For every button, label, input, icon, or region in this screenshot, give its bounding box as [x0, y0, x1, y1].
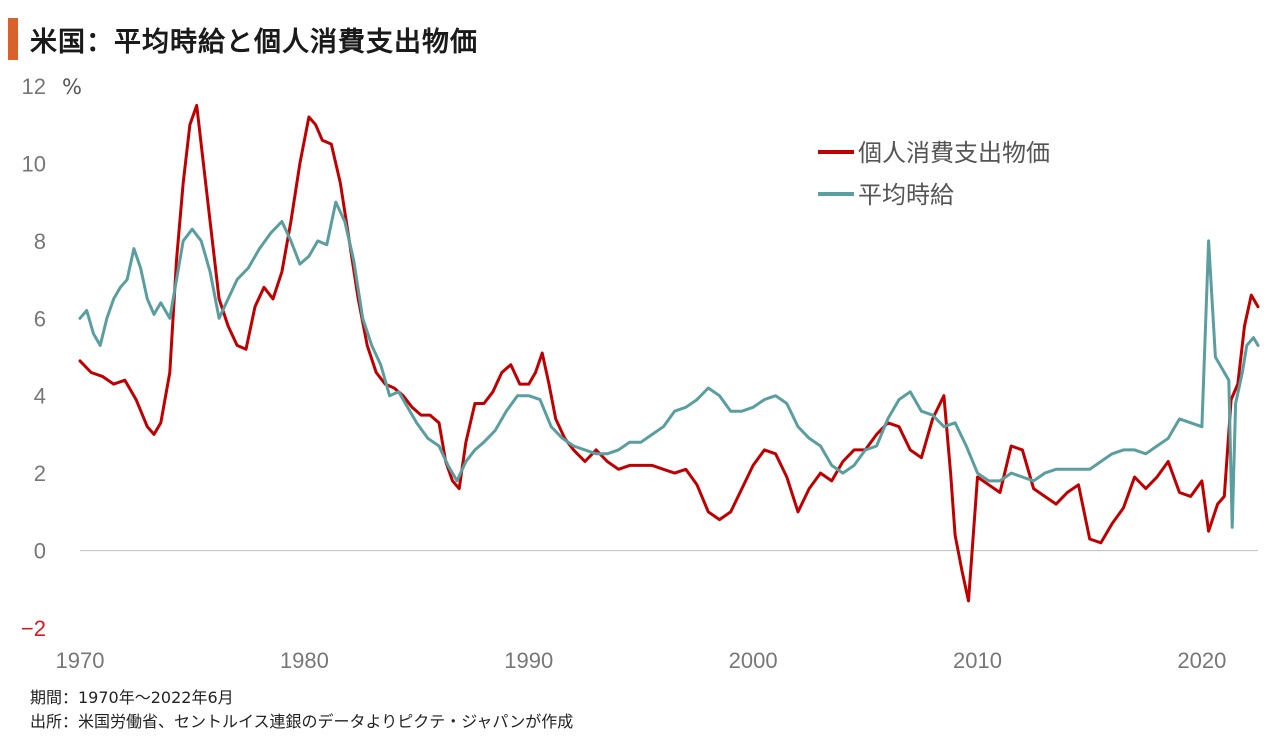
y-tick-label: 6: [34, 306, 46, 331]
y-tick-label: 8: [34, 229, 46, 254]
x-tick-label: 2000: [729, 648, 778, 673]
x-tick-label: 1970: [56, 648, 105, 673]
x-tick-label: 1980: [280, 648, 329, 673]
y-tick-label: 0: [34, 539, 46, 564]
x-tick-label: 2020: [1177, 648, 1226, 673]
y-unit-label: %: [62, 75, 82, 99]
source-note: 出所：米国労働省、セントルイス連銀のデータよりピクテ・ジャパンが作成: [30, 712, 574, 731]
y-tick-label: 12: [22, 74, 46, 99]
legend-label-2: 平均時給: [858, 181, 954, 209]
y-tick-label: 4: [34, 384, 46, 409]
y-tick-label: 2: [34, 461, 46, 486]
y-tick-label: 10: [22, 151, 46, 176]
y-tick-label: −2: [21, 616, 46, 641]
period-note: 期間：1970年～2022年6月: [30, 688, 234, 707]
line-chart: −2 0 2 4 6 8 10 12 % 1970 1980 1990 2000 2010 2020 個人消費…: [21, 74, 1260, 673]
x-tick-label: 1990: [504, 648, 553, 673]
title-accent-bar: [8, 18, 18, 60]
chart-title: 米国：平均時給と個人消費支出物価: [30, 27, 478, 58]
series-line-1: [78, 103, 1260, 603]
series-line-2: [78, 200, 1260, 529]
legend-label-1: 個人消費支出物価: [858, 139, 1050, 167]
x-tick-label: 2010: [953, 648, 1002, 673]
